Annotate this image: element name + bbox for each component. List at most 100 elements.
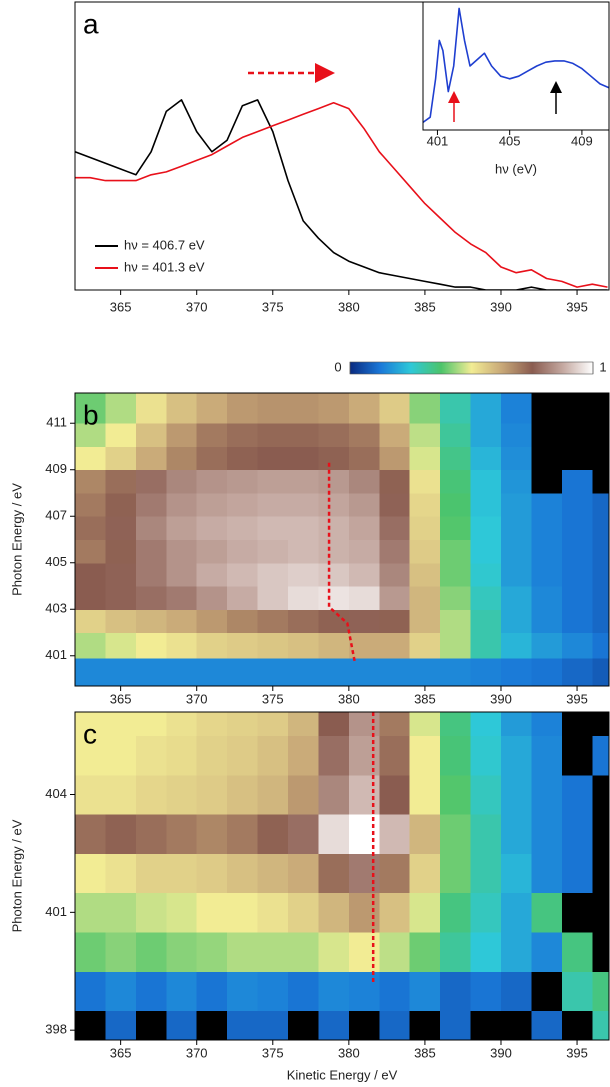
heat-cell: [561, 516, 593, 540]
plot-background: [423, 2, 609, 130]
heat-cell: [409, 774, 441, 815]
heat-cell: [470, 469, 502, 494]
heat-cell: [409, 446, 441, 471]
heat-cell: [409, 423, 441, 447]
heat-cell: [257, 853, 289, 894]
x-tick-label: 365: [110, 1045, 132, 1060]
heat-cell: [440, 469, 472, 494]
heat-cell: [409, 539, 441, 564]
heat-cell: [227, 539, 259, 564]
legend-label: hν = 406.7 eV: [124, 237, 205, 252]
heat-cell: [440, 658, 472, 686]
heat-cell: [318, 1010, 350, 1040]
heat-cell: [196, 814, 228, 854]
heat-cell: [561, 892, 593, 933]
heat-cell: [135, 516, 167, 540]
heat-cell: [287, 562, 319, 587]
heat-cell: [135, 423, 167, 447]
heat-cell: [105, 586, 137, 610]
heat-cell: [379, 931, 411, 972]
heat-cell: [135, 1010, 167, 1040]
heat-cell: [470, 814, 502, 854]
heat-cell: [227, 586, 259, 610]
heat-cell: [531, 971, 563, 1012]
heat-cell: [470, 446, 502, 471]
heat-cell: [440, 853, 472, 894]
heat-cell: [166, 446, 198, 471]
y-tick-label: 411: [46, 415, 67, 430]
heat-cell: [166, 586, 198, 610]
heat-cell: [561, 931, 593, 972]
heat-cell: [592, 586, 609, 610]
x-axis-label: Kinetic Energy / eV: [287, 1067, 398, 1082]
heat-cell: [348, 539, 380, 564]
heat-cell: [592, 814, 609, 854]
heat-cell: [409, 853, 441, 894]
heat-cell: [287, 931, 319, 972]
heat-cell: [470, 632, 502, 659]
heat-cell: [440, 1010, 472, 1040]
heat-cell: [379, 492, 411, 517]
heat-cell: [227, 516, 259, 540]
heat-cell: [196, 423, 228, 447]
heat-cell: [348, 492, 380, 517]
heat-cell: [379, 658, 411, 686]
heat-cell: [75, 516, 106, 540]
heat-cell: [561, 469, 593, 494]
heat-cell: [440, 712, 472, 737]
heat-cell: [561, 393, 593, 424]
heat-cell: [470, 774, 502, 815]
heat-cell: [257, 892, 289, 933]
heat-cell: [440, 586, 472, 610]
heat-cell: [257, 539, 289, 564]
heat-cell: [409, 712, 441, 737]
x-tick-label: 385: [414, 299, 436, 314]
heat-cell: [105, 735, 137, 776]
heat-cell: [287, 393, 319, 424]
heat-cell: [105, 423, 137, 447]
heat-cell: [135, 539, 167, 564]
heat-cell: [592, 1010, 609, 1040]
heat-cell: [531, 492, 563, 517]
y-axis-label: Photon Energy / eV: [9, 483, 24, 596]
heat-cell: [470, 971, 502, 1012]
heat-cell: [135, 931, 167, 972]
heat-cell: [348, 774, 380, 815]
heat-cell: [500, 658, 532, 686]
x-tick-label: 380: [338, 299, 360, 314]
y-tick-label: 398: [45, 1022, 67, 1037]
heat-cell: [531, 892, 563, 933]
heat-cell: [166, 931, 198, 972]
heat-cell: [409, 516, 441, 540]
heat-cell: [227, 712, 259, 737]
heat-cell: [592, 658, 609, 686]
x-tick-label: 385: [414, 691, 436, 706]
heat-cell: [287, 446, 319, 471]
x-tick-label: 380: [338, 691, 360, 706]
heat-cell: [227, 1010, 259, 1040]
heat-cell: [470, 1010, 502, 1040]
heat-cell: [440, 892, 472, 933]
heat-cell: [379, 712, 411, 737]
heat-cell: [470, 586, 502, 610]
heat-cell: [470, 609, 502, 634]
heat-cell: [500, 516, 532, 540]
x-tick-label: 395: [566, 1045, 588, 1060]
heat-cell: [196, 516, 228, 540]
panel-label: a: [83, 8, 99, 39]
heat-cell: [318, 562, 350, 587]
heat-cell: [75, 658, 106, 686]
heat-cell: [348, 609, 380, 634]
heat-cell: [409, 814, 441, 854]
heat-cell: [440, 735, 472, 776]
heat-cell: [75, 393, 106, 424]
heat-cell: [470, 492, 502, 517]
heat-cell: [257, 393, 289, 424]
heat-cell: [318, 814, 350, 854]
heat-cell: [348, 393, 380, 424]
heat-cell: [440, 774, 472, 815]
heat-cell: [75, 1010, 106, 1040]
heat-cell: [75, 562, 106, 587]
heat-cell: [348, 735, 380, 776]
heat-cell: [500, 539, 532, 564]
